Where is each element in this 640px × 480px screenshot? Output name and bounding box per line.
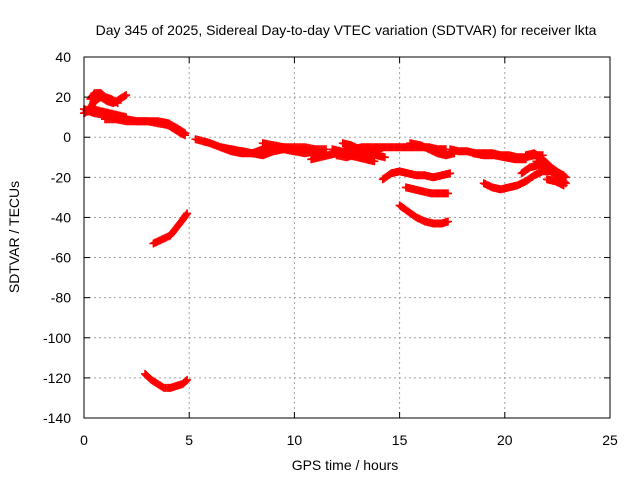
grid <box>84 57 610 418</box>
series-arc-x <box>542 175 568 190</box>
data-point <box>559 181 568 190</box>
x-tick-label: 5 <box>185 432 193 448</box>
y-tick-label: -60 <box>51 250 71 266</box>
series-arc-m <box>328 145 379 166</box>
series-arc-l <box>338 139 389 162</box>
data-point <box>380 153 389 162</box>
series-arc-q <box>395 201 452 228</box>
y-axis-label: SDTVAR / TECUs <box>6 181 22 293</box>
data-point <box>122 91 131 100</box>
series-arc-n <box>406 139 459 160</box>
series-arc-o <box>378 167 455 184</box>
data-point <box>370 157 379 166</box>
data-point <box>181 129 189 138</box>
series-arc-s <box>469 149 530 164</box>
series-arc-d <box>149 209 192 248</box>
data-point <box>446 169 455 178</box>
x-tick-label: 20 <box>497 432 513 448</box>
data-point <box>444 189 452 198</box>
y-tick-label: 20 <box>55 89 71 105</box>
x-tick-label: 15 <box>392 432 408 448</box>
y-tick-label: -120 <box>43 370 71 386</box>
axis-ticks: 0 5 10 15 20 25 -140 -120 -100 -80 -60 -40 -20 0 20 40 <box>43 49 618 448</box>
y-tick-label: -100 <box>43 330 71 346</box>
y-tick-label: -20 <box>51 169 71 185</box>
x-tick-label: 25 <box>602 432 618 448</box>
y-tick-label: 0 <box>63 129 71 145</box>
series-arc-p <box>401 183 452 198</box>
series-arc-i <box>258 139 330 154</box>
data-point <box>183 209 192 218</box>
series-arc-e <box>141 369 192 392</box>
data-points <box>80 89 570 392</box>
y-tick-label: -140 <box>43 410 71 426</box>
y-tick-label: -80 <box>51 290 71 306</box>
data-point <box>182 376 190 385</box>
series-arc-c <box>86 89 122 108</box>
series-arc-main2 <box>101 115 189 138</box>
plot-frame <box>83 56 611 419</box>
y-tick-label: 40 <box>55 49 71 65</box>
chart-title: Day 345 of 2025, Sidereal Day-to-day VTE… <box>96 22 597 38</box>
x-tick-label: 10 <box>287 432 303 448</box>
y-tick-label: -40 <box>51 209 71 225</box>
data-point <box>113 99 122 108</box>
data-point <box>183 375 192 384</box>
x-tick-label: 0 <box>80 432 88 448</box>
x-axis-label: GPS time / hours <box>292 457 399 473</box>
data-point <box>444 217 452 226</box>
